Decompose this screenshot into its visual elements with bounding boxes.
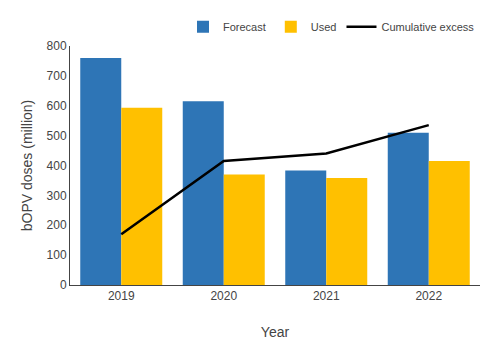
svg-text:100: 100 (47, 248, 67, 262)
svg-text:600: 600 (47, 99, 67, 113)
svg-text:2020: 2020 (210, 289, 237, 303)
svg-text:400: 400 (47, 159, 67, 173)
svg-text:2022: 2022 (415, 289, 442, 303)
svg-text:500: 500 (47, 129, 67, 143)
svg-text:bOPV doses (million): bOPV doses (million) (19, 100, 35, 232)
svg-text:800: 800 (47, 39, 67, 53)
svg-text:0: 0 (60, 278, 67, 292)
svg-text:200: 200 (47, 218, 67, 232)
svg-text:Cumulative excess: Cumulative excess (381, 21, 474, 33)
svg-text:300: 300 (47, 189, 67, 203)
svg-text:2021: 2021 (313, 289, 340, 303)
svg-text:Used: Used (311, 21, 337, 33)
svg-text:Forecast: Forecast (223, 21, 266, 33)
svg-text:700: 700 (47, 69, 67, 83)
svg-text:Year: Year (261, 324, 290, 340)
svg-text:2019: 2019 (108, 289, 135, 303)
